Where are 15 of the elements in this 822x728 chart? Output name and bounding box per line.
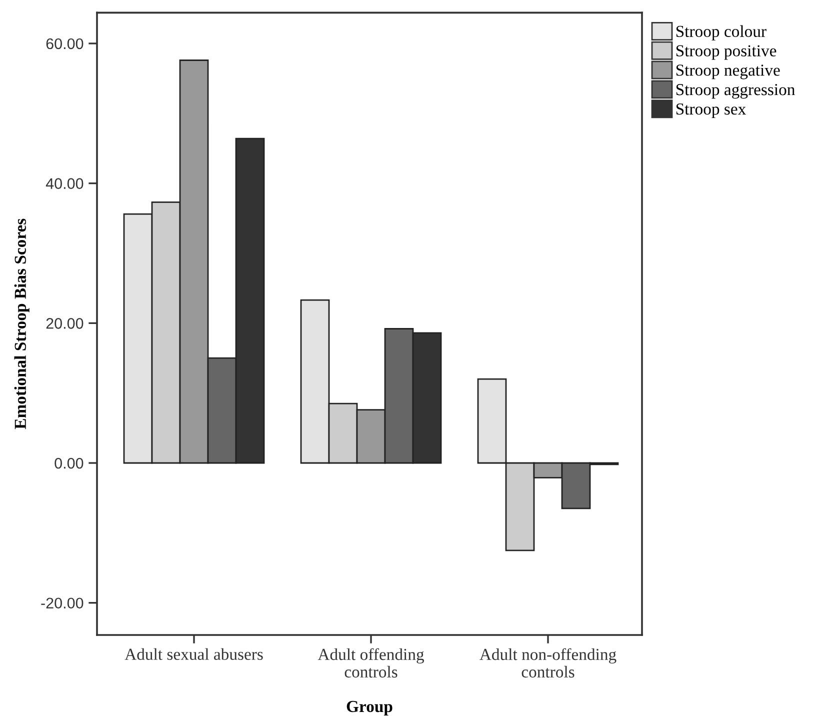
y-tick-label: -20.00: [41, 598, 84, 609]
legend-label: Stroop negative: [676, 64, 780, 80]
x-axis-title: Group: [346, 700, 392, 716]
y-tick-label: 40.00: [46, 178, 84, 189]
legend-label: Stroop colour: [676, 25, 766, 40]
legend-label: Stroop aggression: [676, 84, 795, 99]
x-tick-label: Adult non-offending controls: [480, 648, 616, 678]
x-tick-label: Adult sexual abusers: [124, 648, 263, 660]
y-axis-title: Emotional Stroop Bias Scores: [14, 218, 30, 430]
legend-label: Stroop positive: [676, 45, 776, 60]
legend-label: Stroop sex: [676, 103, 746, 118]
y-tick-label: 0.00: [54, 458, 84, 469]
y-tick-label: 20.00: [46, 318, 84, 329]
x-tick-label: Adult offending controls: [318, 648, 424, 678]
y-tick-label: 60.00: [46, 38, 84, 50]
